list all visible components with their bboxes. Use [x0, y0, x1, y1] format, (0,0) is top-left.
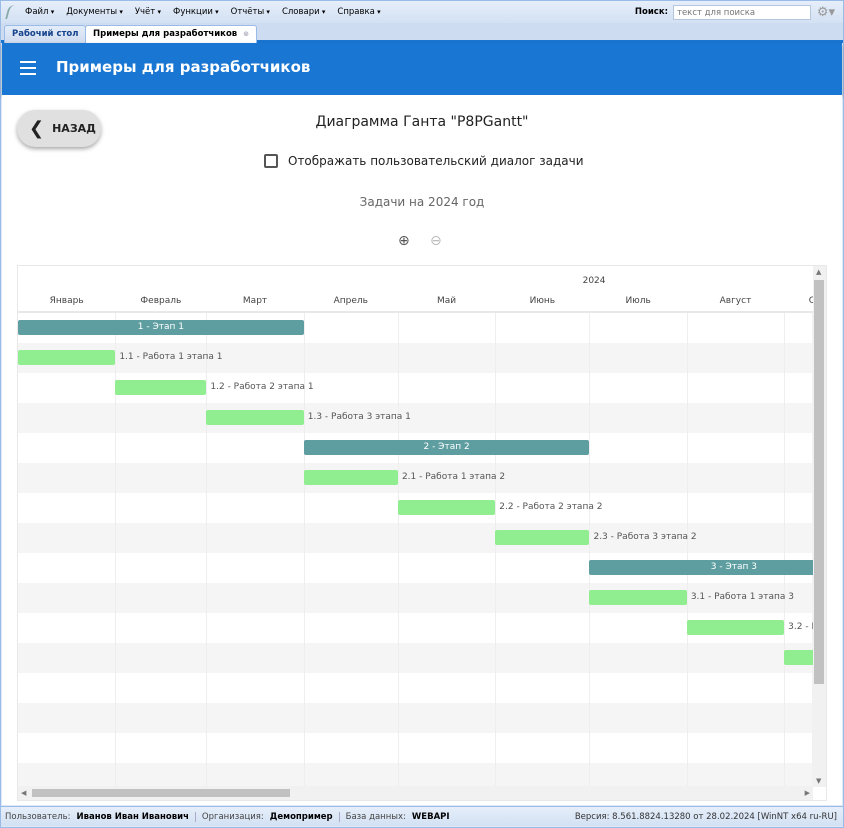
month-label: Июнь — [529, 296, 556, 306]
zoom-out-icon: ⊖ — [430, 233, 442, 249]
user-label: Пользователь: — [5, 811, 71, 822]
gantt-task-label: 3.2 - Работа 2 этапа 3 — [788, 622, 813, 632]
gantt-task-label: 3.1 - Работа 1 этапа 3 — [690, 592, 794, 602]
gantt-task-label: 2.1 - Работа 1 этапа 2 — [401, 472, 506, 482]
scrollbar-thumb[interactable] — [32, 789, 290, 797]
month-label: Сентябрь — [808, 296, 813, 306]
month-gridline — [589, 313, 591, 787]
menu-help[interactable]: Справка — [337, 7, 380, 17]
gantt-task-label: 1.2 - Работа 2 этапа 1 — [210, 382, 314, 392]
menu-documents[interactable]: Документы — [66, 7, 123, 17]
month-gridline — [784, 313, 786, 787]
org-value: Демопример — [270, 811, 340, 822]
gantt-task-label: 1.3 - Работа 3 этапа 1 — [307, 412, 411, 422]
gantt-task-bar[interactable] — [495, 530, 590, 545]
gantt-task-bar[interactable] — [206, 410, 304, 425]
menu-accounting[interactable]: Учёт — [135, 7, 161, 17]
gantt-row — [18, 523, 813, 553]
app-logo-icon — [5, 5, 19, 19]
gantt-stage-bar[interactable]: 3 - Этап 3 — [589, 560, 813, 575]
gantt-task-bar[interactable] — [397, 500, 496, 515]
version-info: Версия: 8.561.8824.13280 от 28.02.2024 [… — [574, 812, 837, 822]
gantt-row — [18, 403, 813, 433]
gantt-task-label: 2.3 - Работа 3 этапа 2 — [593, 532, 697, 542]
year-label: 2024 — [582, 276, 606, 286]
chevron-left-icon: ❮ — [29, 118, 45, 139]
back-button[interactable]: ❮ НАЗАД — [17, 110, 101, 147]
menu-functions[interactable]: Функции — [173, 7, 219, 17]
gantt-row — [18, 733, 813, 763]
gantt-row — [18, 763, 813, 787]
gantt-task-bar[interactable] — [686, 620, 785, 635]
checkbox-label[interactable]: Отображать пользовательский диалог задач… — [288, 154, 584, 168]
close-icon[interactable]: ⊗ — [243, 30, 250, 38]
gantt-viewport: 2024 Январь Февраль Март Апрель Май Июнь Июль А… — [18, 266, 813, 787]
gear-icon[interactable]: ⚙▾ — [816, 5, 835, 20]
db-value: WEBAPI — [411, 811, 450, 822]
month-gridline — [206, 313, 208, 787]
month-label: Март — [242, 296, 268, 306]
tab-bar: Рабочий стол Примеры для разработчиков ⊗ — [1, 23, 843, 43]
menu-reports[interactable]: Отчёты — [231, 7, 270, 17]
menu-bar: Файл Документы Учёт Функции Отчёты Слова… — [1, 1, 843, 23]
month-label: Февраль — [140, 296, 182, 306]
gantt-task-bar[interactable] — [589, 590, 687, 605]
tab-dev-examples[interactable]: Примеры для разработчиков ⊗ — [85, 25, 258, 43]
tab-label: Примеры для разработчиков — [93, 29, 238, 39]
month-label: Январь — [49, 296, 84, 306]
month-label: Август — [719, 296, 752, 306]
gantt-row — [18, 673, 813, 703]
vertical-scrollbar[interactable]: ▲ ▼ — [812, 266, 826, 787]
gantt-row — [18, 703, 813, 733]
tab-label: Рабочий стол — [12, 29, 79, 39]
app-title: Примеры для разработчиков — [56, 58, 311, 76]
month-label: Май — [437, 296, 457, 306]
gantt-row — [18, 343, 813, 373]
gantt-task-bar[interactable] — [115, 380, 207, 395]
main-content: ❮ НАЗАД Диаграмма Ганта "P8PGantt" Отобра… — [2, 95, 842, 805]
gantt-subtitle: Задачи на 2024 год — [359, 195, 485, 209]
month-gridline — [686, 313, 688, 787]
menu-icon[interactable] — [20, 61, 36, 75]
scrollbar-thumb[interactable] — [814, 280, 824, 684]
gantt-row — [18, 613, 813, 643]
month-gridline — [397, 313, 399, 787]
month-gridline — [303, 313, 305, 787]
page-title: Диаграмма Ганта "P8PGantt" — [315, 114, 529, 130]
custom-dialog-option: Отображать пользовательский диалог задач… — [264, 154, 584, 168]
menu-file[interactable]: Файл — [25, 7, 54, 17]
gantt-stage-bar[interactable]: 2 - Этап 2 — [303, 440, 590, 455]
month-gridline — [115, 313, 117, 787]
gantt-task-label: 1.1 - Работа 1 этапа 1 — [119, 352, 223, 362]
search-label: Поиск: — [634, 7, 668, 17]
gantt-task-label: 2.2 - Работа 2 этапа 2 — [499, 502, 603, 512]
db-label: База данных: — [345, 811, 406, 822]
tab-desktop[interactable]: Рабочий стол — [4, 25, 87, 43]
org-label: Организация: — [201, 811, 264, 822]
gantt-row — [18, 463, 813, 493]
user-value: Иванов Иван Иванович — [76, 811, 196, 822]
custom-dialog-checkbox[interactable] — [264, 154, 278, 168]
horizontal-scrollbar[interactable]: ◀ ▶ — [18, 786, 813, 800]
status-bar: Пользователь: Иванов Иван Иванович Орган… — [1, 806, 843, 826]
gantt-task-bar[interactable] — [18, 350, 116, 365]
gantt-canvas: 2024 Январь Февраль Март Апрель Май Июнь Июль А… — [18, 266, 813, 787]
month-label: Апрель — [333, 296, 368, 306]
app-bar: Примеры для разработчиков — [2, 43, 842, 95]
gantt-stage-bar[interactable]: 1 - Этап 1 — [18, 320, 304, 335]
gantt-header: 2024 Январь Февраль Март Апрель Май Июнь Июль А… — [18, 266, 813, 313]
gantt-task-bar[interactable] — [303, 470, 398, 485]
menu-dictionaries[interactable]: Словари — [282, 7, 325, 17]
back-label: НАЗАД — [52, 122, 96, 135]
gantt-row — [18, 643, 813, 673]
gantt-chart: 2024 Январь Февраль Март Апрель Май Июнь Июль А… — [17, 265, 827, 801]
month-label: Июль — [625, 296, 651, 306]
zoom-in-icon[interactable]: ⊕ — [398, 233, 410, 249]
search-input[interactable] — [673, 5, 811, 20]
gantt-task-bar[interactable] — [784, 650, 813, 665]
month-gridline — [495, 313, 497, 787]
